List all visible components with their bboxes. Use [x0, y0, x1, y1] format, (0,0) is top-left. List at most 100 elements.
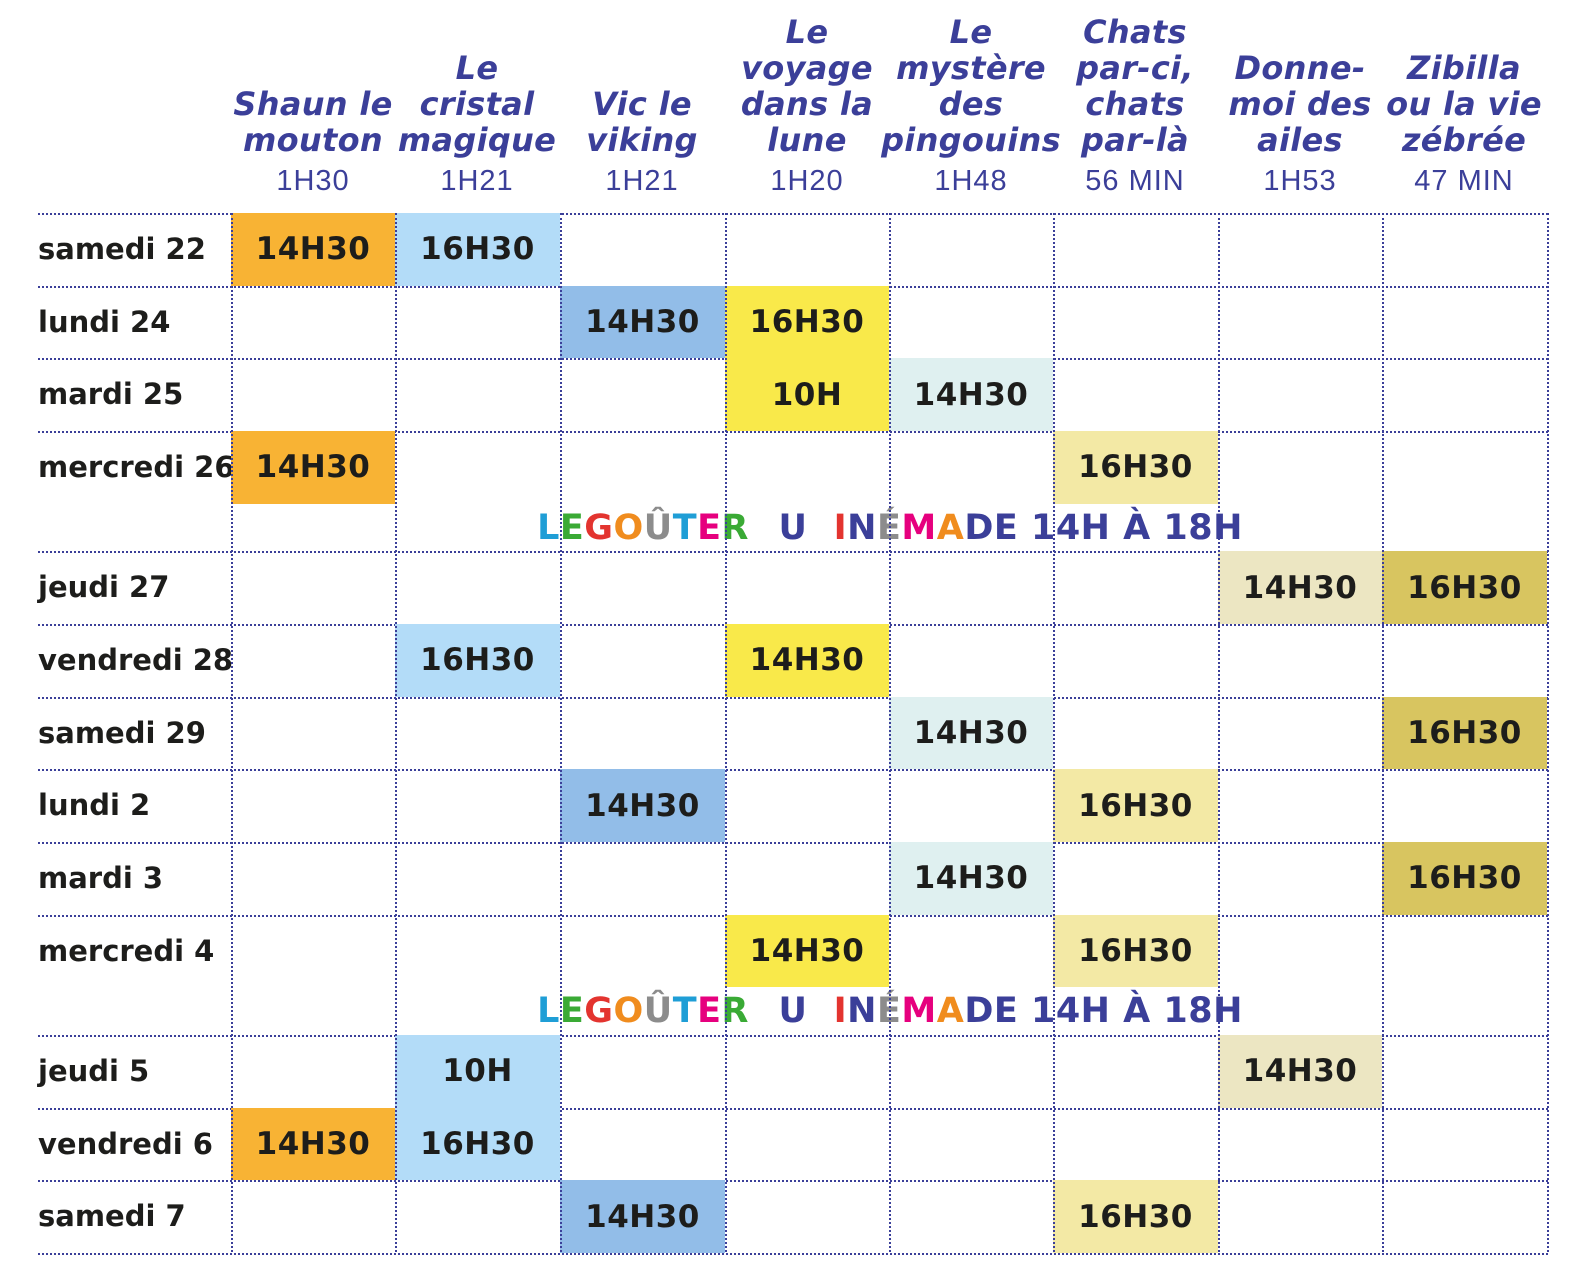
banner-hours: DE 14H À 18H	[964, 507, 1243, 548]
session-cell[interactable]: 16H30	[395, 213, 560, 286]
banner-letter: G	[584, 991, 614, 1032]
grid-line	[1053, 213, 1055, 1252]
film-title-line: Le	[949, 13, 993, 51]
grid-line	[889, 213, 891, 1252]
film-title-line: des	[938, 85, 1004, 123]
session-cell[interactable]: 10H	[395, 1035, 560, 1108]
session-cell[interactable]: 14H30	[1218, 551, 1382, 624]
film-duration: 1H21	[440, 165, 514, 197]
session-cell[interactable]: 16H30	[395, 624, 560, 697]
session-cell[interactable]: 14H30	[889, 358, 1053, 432]
day-label: lundi 2	[38, 788, 151, 823]
film-title-line: Shaun le	[233, 85, 393, 123]
session-cell[interactable]: 16H30	[1382, 842, 1547, 915]
banner-letter: L	[537, 991, 560, 1032]
session-cell[interactable]: 14H30	[560, 769, 725, 843]
film-title: Le mystère des pingouins	[881, 14, 1061, 158]
session-cell[interactable]: 14H30	[889, 842, 1053, 915]
banner-letter: G	[584, 507, 614, 548]
film-duration: 1H21	[605, 165, 679, 197]
film-title-line: magique	[397, 121, 557, 159]
banner-letter: É	[876, 991, 902, 1032]
day-label: mardi 3	[38, 861, 164, 896]
banner-letter: L	[537, 507, 560, 548]
film-header: Vic le viking 1H21	[560, 8, 724, 198]
session-cell[interactable]: 14H30	[231, 431, 395, 504]
banner-letter: U	[778, 507, 808, 548]
grid-line	[38, 1035, 1548, 1037]
day-label: samedi 22	[38, 232, 206, 266]
banner-letter: E	[559, 991, 585, 1032]
film-duration: 56 MIN	[1085, 165, 1185, 197]
film-title-line: mystère	[896, 49, 1046, 87]
film-title: Chats par-ci, chats par-là	[1076, 14, 1194, 158]
film-title: Le voyage dans la lune	[741, 14, 873, 158]
film-duration: 47 MIN	[1414, 165, 1514, 197]
banner-letter: T	[672, 991, 698, 1032]
session-cell[interactable]: 16H30	[725, 285, 889, 359]
banner-letter: U	[778, 991, 808, 1032]
film-title-line: zébrée	[1401, 121, 1527, 159]
session-cell[interactable]: 14H30	[560, 285, 725, 359]
film-title: Shaun le mouton	[233, 86, 392, 158]
banner-letter: É	[876, 507, 902, 548]
session-cell[interactable]: 10H	[725, 358, 889, 432]
day-label: jeudi 5	[38, 1054, 150, 1088]
session-cell[interactable]: 16H30	[395, 1107, 560, 1181]
grid-line	[1218, 213, 1220, 1252]
day-label: jeudi 27	[38, 570, 170, 605]
film-duration: 1H53	[1263, 165, 1337, 197]
session-cell[interactable]: 14H30	[889, 696, 1053, 770]
day-label: vendredi 6	[38, 1126, 213, 1161]
session-cell[interactable]: 16H30	[1053, 769, 1218, 843]
film-title: Le cristal magique	[398, 50, 556, 158]
banner-letter: A	[936, 991, 965, 1032]
day-label: samedi 7	[38, 1199, 186, 1234]
day-label: mardi 25	[38, 377, 184, 412]
film-title: Zibilla ou la vie zébrée	[1386, 50, 1542, 158]
film-title-line: moi des	[1228, 85, 1372, 123]
banner-letter: D	[749, 508, 779, 548]
film-title-line: mouton	[243, 121, 383, 159]
banner-letter: I	[833, 507, 848, 548]
banner-letter: T	[672, 507, 698, 548]
day-label: vendredi 28	[38, 643, 234, 677]
session-cell[interactable]: 16H30	[1053, 431, 1218, 504]
film-header: Le cristal magique 1H21	[395, 8, 559, 198]
film-title-line: chats	[1085, 85, 1185, 123]
grid-line	[38, 769, 1548, 771]
session-cell[interactable]: 14H30	[725, 624, 889, 697]
film-title-line: Le	[785, 13, 829, 51]
banner-letter: C	[807, 991, 833, 1031]
day-label: lundi 24	[38, 304, 171, 339]
session-cell[interactable]: 14H30	[1218, 1035, 1382, 1108]
session-cell[interactable]: 14H30	[231, 213, 395, 286]
session-cell[interactable]: 14H30	[231, 1107, 395, 1181]
session-cell[interactable]: 14H30	[560, 1180, 725, 1254]
film-title-line: ailes	[1257, 121, 1343, 159]
grid-line	[725, 213, 727, 1252]
session-cell[interactable]: 16H30	[1382, 551, 1547, 624]
film-header: Shaun le mouton 1H30	[231, 8, 395, 198]
grid-line	[560, 213, 562, 1252]
film-header: Le voyage dans la lune 1H20	[725, 8, 889, 198]
session-cell[interactable]: 16H30	[1053, 1180, 1218, 1254]
session-cell[interactable]: 14H30	[725, 914, 889, 988]
day-label: mercredi 26	[38, 450, 235, 485]
session-cell[interactable]: 16H30	[1053, 914, 1218, 988]
film-title: Donne-moi des ailes	[1228, 50, 1371, 158]
banner-letter: Û	[643, 991, 673, 1032]
banner-letter: E	[697, 991, 722, 1032]
film-title-line: Zibilla	[1407, 49, 1521, 87]
session-cell[interactable]: 16H30	[1382, 696, 1547, 770]
banner-letter: O	[613, 991, 644, 1032]
banner-letter: C	[807, 508, 833, 548]
banner-letter: M	[901, 991, 937, 1032]
banner-letter: I	[833, 991, 848, 1032]
banner-letter: E	[559, 507, 585, 548]
film-title: Vic le viking	[586, 86, 698, 158]
film-title-line: cristal	[419, 85, 535, 123]
film-title-line: Chats	[1083, 13, 1187, 51]
